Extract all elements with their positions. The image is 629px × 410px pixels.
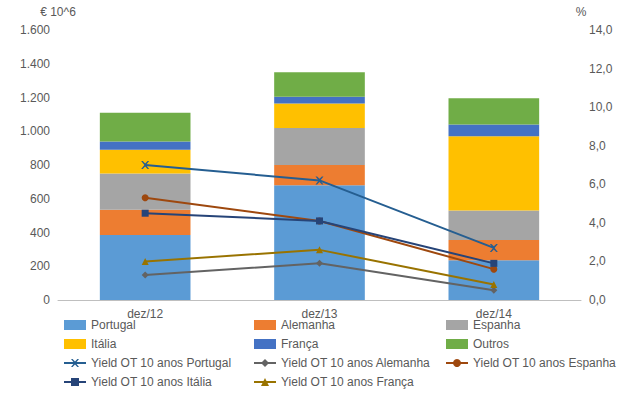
svg-text:2,0: 2,0	[589, 254, 606, 268]
svg-text:1.000: 1.000	[20, 124, 50, 138]
svg-text:4,0: 4,0	[589, 216, 606, 230]
svg-text:800: 800	[30, 158, 50, 172]
svg-text:1.600: 1.600	[20, 23, 50, 37]
svg-text:Yield OT 10 anos Itália: Yield OT 10 anos Itália	[91, 375, 212, 389]
svg-text:dez/12: dez/12	[127, 307, 164, 321]
svg-text:1.400: 1.400	[20, 57, 50, 71]
svg-text:14,0: 14,0	[589, 23, 613, 37]
svg-text:400: 400	[30, 226, 50, 240]
svg-text:Yield OT 10 anos Portugal: Yield OT 10 anos Portugal	[91, 356, 231, 370]
svg-text:200: 200	[30, 259, 50, 273]
svg-text:Portugal: Portugal	[91, 318, 136, 332]
svg-text:dez/14: dez/14	[475, 307, 512, 321]
svg-text:8,0: 8,0	[589, 139, 606, 153]
svg-text:€ 10^6: € 10^6	[40, 5, 76, 19]
svg-text:Itália: Itália	[91, 337, 117, 351]
svg-text:%: %	[576, 5, 587, 19]
svg-text:6,0: 6,0	[589, 177, 606, 191]
svg-text:Alemanha: Alemanha	[281, 318, 335, 332]
svg-text:dez/13: dez/13	[301, 307, 338, 321]
svg-text:Yield OT 10 anos Alemanha: Yield OT 10 anos Alemanha	[281, 356, 430, 370]
svg-text:Outros: Outros	[473, 337, 509, 351]
svg-text:França: França	[281, 337, 319, 351]
svg-text:0,0: 0,0	[589, 293, 606, 307]
svg-text:1.200: 1.200	[20, 91, 50, 105]
svg-text:Yield OT 10 anos Espanha: Yield OT 10 anos Espanha	[473, 356, 616, 370]
svg-text:12,0: 12,0	[589, 62, 613, 76]
svg-text:10,0: 10,0	[589, 100, 613, 114]
svg-text:600: 600	[30, 192, 50, 206]
svg-text:0: 0	[43, 293, 50, 307]
svg-text:Yield OT 10 anos França: Yield OT 10 anos França	[281, 375, 414, 389]
svg-text:Espanha: Espanha	[473, 318, 521, 332]
